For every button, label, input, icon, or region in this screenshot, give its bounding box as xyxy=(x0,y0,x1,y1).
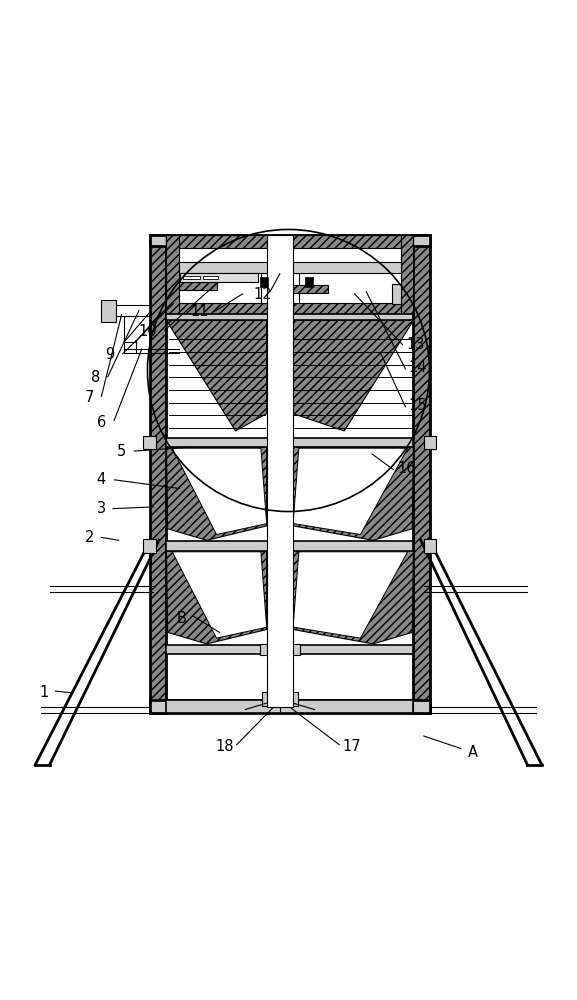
Bar xyxy=(183,276,200,279)
Text: A: A xyxy=(468,745,478,760)
Polygon shape xyxy=(167,320,267,431)
Bar xyxy=(261,273,299,303)
Text: 11: 11 xyxy=(190,304,208,319)
Bar xyxy=(267,235,293,707)
Bar xyxy=(151,700,429,713)
Bar xyxy=(151,235,167,713)
Text: 3: 3 xyxy=(97,501,106,516)
Bar xyxy=(413,235,429,713)
Text: 7: 7 xyxy=(85,390,95,405)
Bar xyxy=(102,300,116,322)
Bar xyxy=(167,235,413,248)
Polygon shape xyxy=(290,448,408,535)
Polygon shape xyxy=(293,551,413,644)
Polygon shape xyxy=(172,448,269,535)
Bar xyxy=(144,436,156,449)
Bar xyxy=(151,235,429,246)
Bar xyxy=(167,235,179,316)
Polygon shape xyxy=(172,552,269,638)
Bar xyxy=(260,644,268,655)
Bar xyxy=(293,285,328,293)
Bar xyxy=(305,277,313,287)
Text: 12: 12 xyxy=(253,287,272,302)
Text: 10: 10 xyxy=(138,324,157,339)
Polygon shape xyxy=(290,552,408,638)
Polygon shape xyxy=(293,447,413,540)
Bar xyxy=(167,303,413,316)
Text: 4: 4 xyxy=(97,472,106,487)
Text: 2: 2 xyxy=(85,530,95,545)
Bar xyxy=(203,276,218,279)
Polygon shape xyxy=(167,447,267,540)
Bar xyxy=(167,438,413,447)
Polygon shape xyxy=(167,551,267,644)
Polygon shape xyxy=(293,320,413,431)
Bar xyxy=(144,539,156,553)
Text: 9: 9 xyxy=(106,347,115,362)
Bar xyxy=(424,436,436,449)
Bar xyxy=(167,700,413,713)
Bar xyxy=(260,277,268,287)
Bar xyxy=(424,539,436,553)
Text: 16: 16 xyxy=(397,461,416,476)
Text: 5: 5 xyxy=(117,444,126,459)
Text: 1: 1 xyxy=(39,685,48,700)
Bar xyxy=(179,262,401,273)
Bar xyxy=(292,644,300,655)
Bar xyxy=(167,314,413,320)
Text: 8: 8 xyxy=(91,370,100,385)
Bar xyxy=(167,235,413,316)
Bar xyxy=(392,284,401,304)
Bar xyxy=(179,282,216,290)
Text: 14: 14 xyxy=(409,360,427,375)
Bar xyxy=(167,541,413,551)
Text: B: B xyxy=(177,611,187,626)
Bar xyxy=(262,692,298,706)
Text: 6: 6 xyxy=(97,415,106,430)
Text: 13: 13 xyxy=(406,337,424,352)
Text: 15: 15 xyxy=(409,398,427,413)
Bar xyxy=(167,645,413,654)
Text: 18: 18 xyxy=(216,739,234,754)
Text: 17: 17 xyxy=(343,739,361,754)
Bar xyxy=(180,273,258,282)
Bar xyxy=(401,235,413,316)
